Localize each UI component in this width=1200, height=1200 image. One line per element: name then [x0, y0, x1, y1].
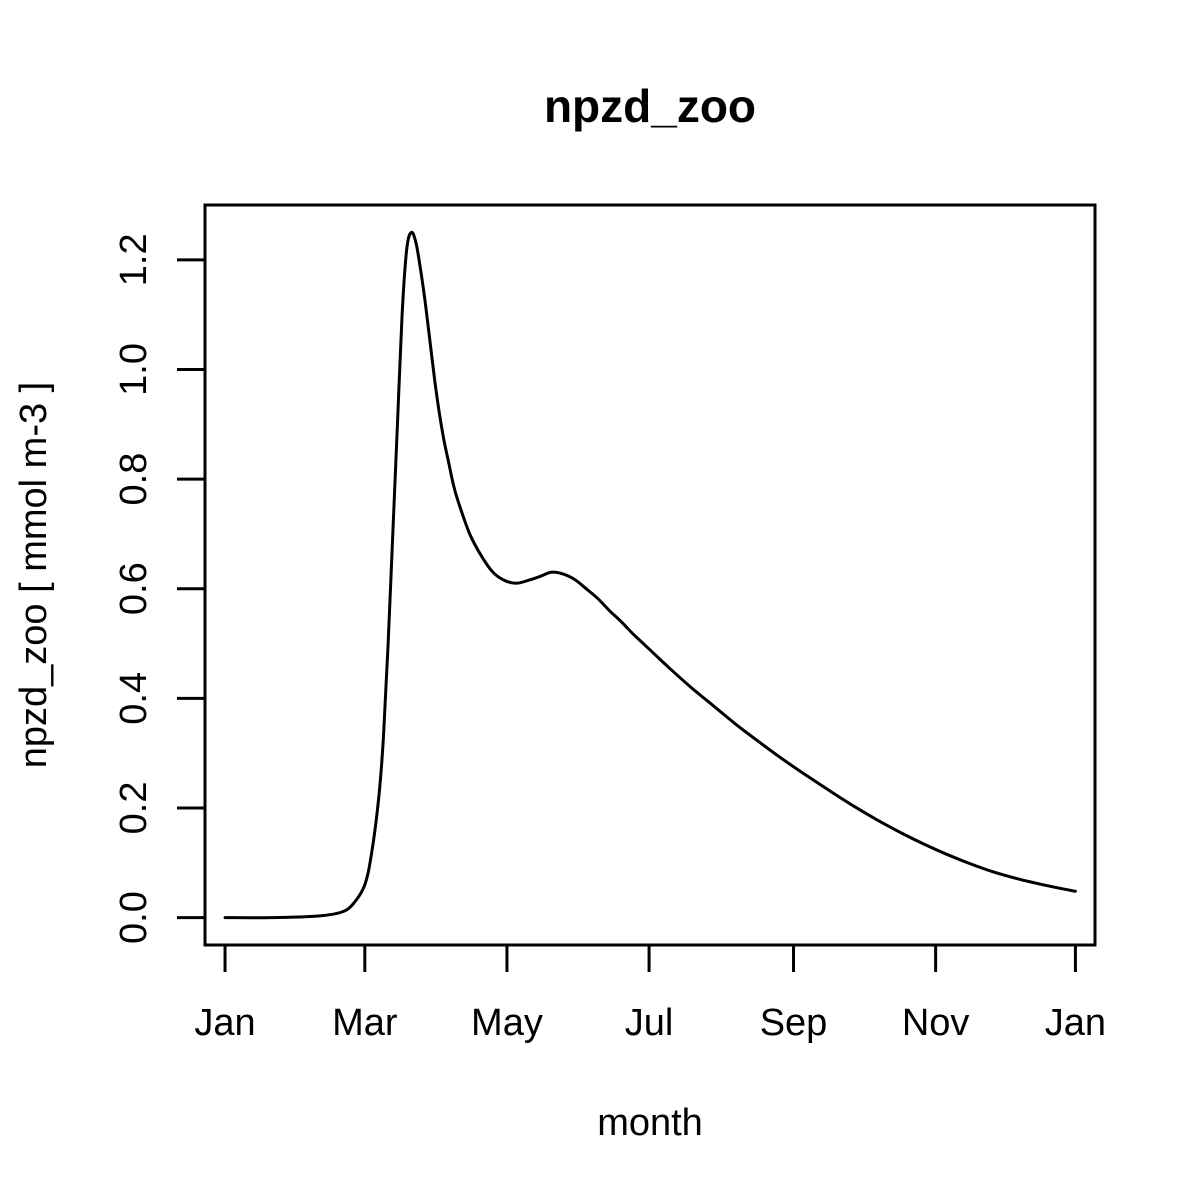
y-tick-label: 0.8 [113, 453, 155, 506]
chart-title: npzd_zoo [544, 80, 756, 132]
y-tick-label: 1.0 [113, 343, 155, 396]
y-tick-label: 0.2 [113, 782, 155, 835]
x-axis-label: month [597, 1102, 703, 1144]
x-axis: Jan Mar May Jul Sep Nov Jan [194, 945, 1106, 1044]
y-tick-label: 0.6 [113, 562, 155, 615]
x-tick-label: Nov [902, 1002, 970, 1044]
x-tick-label: Mar [332, 1002, 398, 1044]
y-tick-label: 0.4 [113, 672, 155, 725]
x-tick-label: Jul [625, 1002, 674, 1044]
x-tick-label: Sep [760, 1002, 828, 1044]
y-axis-label: npzd_zoo [ mmol m-3 ] [13, 382, 55, 768]
y-tick-label: 1.2 [113, 233, 155, 286]
x-tick-label: Jan [194, 1002, 255, 1044]
plot-frame [203, 203, 1097, 947]
x-tick-label: Jan [1045, 1002, 1106, 1044]
y-axis: 0.0 0.2 0.4 0.6 0.8 1.0 1.2 [113, 233, 205, 944]
series-line [223, 230, 1077, 920]
x-tick-label: May [471, 1002, 543, 1044]
y-tick-label: 0.0 [113, 891, 155, 944]
